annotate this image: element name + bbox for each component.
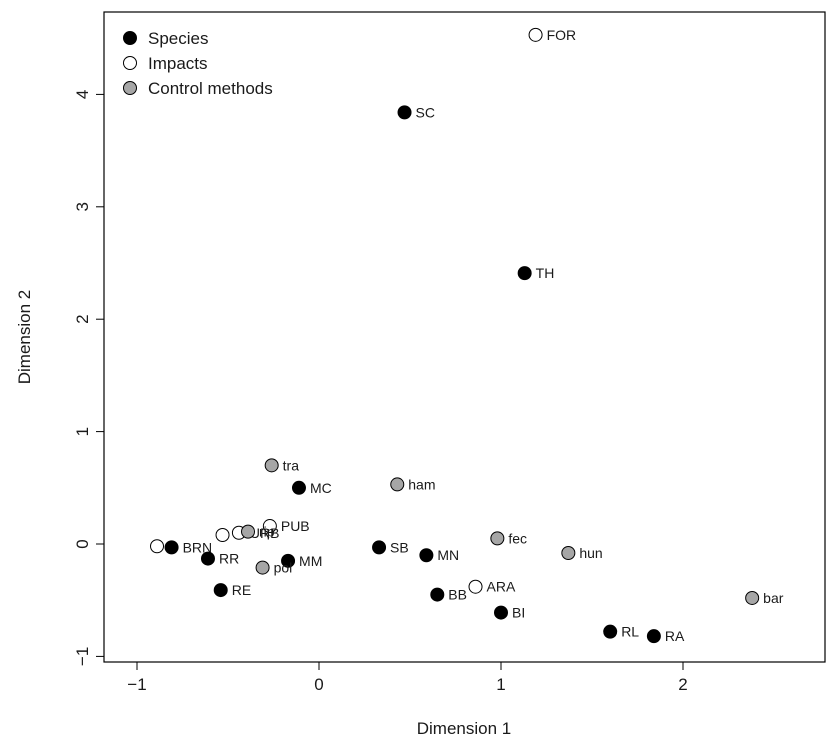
legend-label: Control methods: [148, 79, 273, 98]
point-label: MN: [437, 547, 459, 563]
point-label: RL: [621, 624, 639, 640]
x-axis-title: Dimension 1: [417, 719, 512, 738]
legend-marker: [123, 56, 137, 70]
point-label: RA: [665, 628, 685, 644]
y-tick-label: 0: [73, 539, 92, 548]
legend-label: Species: [148, 29, 208, 48]
point-mc: [291, 480, 306, 495]
legend-marker: [123, 31, 137, 45]
x-tick-label: 0: [314, 675, 323, 694]
point-label: BB: [448, 587, 467, 603]
point-label: RE: [232, 582, 251, 598]
legend-marker: [123, 81, 137, 95]
point-bi: [494, 605, 508, 620]
y-tick-label: 3: [73, 202, 92, 211]
point-unlabeled: [215, 528, 230, 543]
point-label: ham: [408, 476, 435, 492]
point-label: SC: [416, 104, 435, 120]
y-tick-label: 4: [73, 90, 92, 99]
legend-label: Impacts: [148, 54, 208, 73]
point-sb: [372, 540, 387, 555]
point-mm: [281, 553, 296, 568]
y-axis: −1 0 1 2 3 4: [73, 90, 105, 666]
point-rip: [241, 524, 256, 539]
point-label: TH: [536, 265, 555, 281]
point-rl: [603, 624, 618, 639]
point-pol: [255, 560, 270, 575]
x-tick-label: 2: [678, 675, 687, 694]
point-unlabeled: [150, 539, 165, 554]
y-axis-title: Dimension 2: [15, 290, 34, 385]
y-tick-label: 1: [73, 427, 92, 436]
point-fec: [490, 531, 505, 546]
point-label: bar: [763, 590, 784, 606]
point-label: BRN: [183, 539, 213, 555]
point-ra: [646, 629, 661, 644]
point-label: URB: [250, 525, 280, 541]
point-label: SB: [390, 539, 409, 555]
plot-frame: [103, 11, 826, 663]
point-tra: [264, 458, 279, 473]
point-label: pol: [274, 560, 293, 576]
point-hun: [561, 545, 576, 560]
point-label: BI: [512, 605, 525, 621]
x-axis: −1 0 1 2: [127, 661, 688, 694]
point-label: MM: [299, 553, 322, 569]
point-th: [517, 266, 532, 281]
point-mn: [419, 548, 434, 563]
y-tick-label: −1: [73, 647, 92, 666]
x-tick-label: 1: [496, 675, 505, 694]
point-label: FOR: [547, 27, 577, 43]
point-label: PUB: [281, 518, 310, 534]
point-label: rip: [259, 524, 275, 540]
point-rr: [200, 551, 215, 566]
point-ara: [468, 579, 483, 594]
point-for: [528, 27, 543, 42]
point-bb: [430, 587, 445, 602]
point-pub: [262, 519, 277, 534]
point-label: ARA: [487, 579, 516, 595]
point-label: RR: [219, 551, 239, 567]
legend: Species Impacts Control methods: [123, 29, 273, 98]
point-brn: [164, 540, 179, 555]
x-tick-label: −1: [127, 675, 146, 694]
point-label: fec: [508, 530, 527, 546]
point-label: MC: [310, 480, 332, 496]
point-ham: [390, 477, 405, 492]
y-tick-label: 2: [73, 314, 92, 323]
point-bar: [745, 590, 760, 605]
point-re: [213, 583, 228, 598]
point-label: hun: [579, 545, 602, 561]
point-label: tra: [283, 457, 300, 473]
point-sc: [397, 105, 412, 120]
